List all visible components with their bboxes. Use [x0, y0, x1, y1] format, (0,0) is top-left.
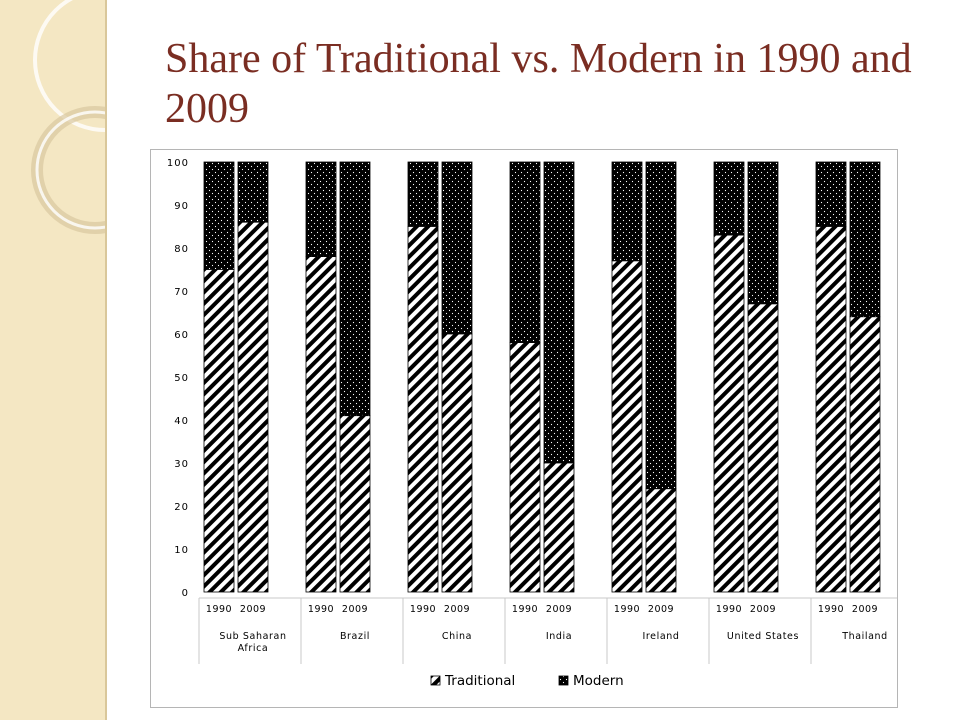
x-category-label: China — [442, 631, 472, 642]
bar-modern — [305, 161, 337, 257]
legend-swatch-traditional — [430, 675, 441, 686]
bar-modern — [203, 161, 235, 270]
x-tick-year: 2009 — [444, 604, 470, 615]
x-category-label: Thailand — [841, 631, 888, 642]
x-category-label: Ireland — [642, 631, 679, 642]
bar-traditional — [849, 316, 881, 593]
bar-modern — [509, 161, 541, 344]
x-tick-year: 1990 — [818, 604, 844, 615]
bar-traditional — [441, 333, 473, 593]
bar-modern — [441, 161, 473, 335]
y-tick-label: 100 — [167, 158, 189, 169]
bar-traditional — [407, 226, 439, 593]
x-tick-year: 2009 — [240, 604, 266, 615]
bar-traditional — [611, 260, 643, 593]
bar-modern — [611, 161, 643, 262]
x-tick-year: 1990 — [614, 604, 640, 615]
bar-modern — [543, 161, 575, 464]
decorative-circles — [31, 0, 105, 234]
x-category-label: United States — [727, 631, 799, 642]
x-tick-year: 1990 — [512, 604, 538, 615]
y-tick-label: 10 — [174, 545, 189, 556]
bar-traditional — [339, 415, 371, 593]
x-tick-year: 2009 — [648, 604, 674, 615]
x-tick-year: 1990 — [206, 604, 232, 615]
x-tick-year: 2009 — [546, 604, 572, 615]
y-tick-label: 20 — [174, 502, 189, 513]
bar-modern — [645, 161, 677, 490]
x-tick-year: 2009 — [750, 604, 776, 615]
bar-traditional — [543, 462, 575, 593]
stacked-bar-chart: 0 10 20 30 40 50 60 70 80 90 100 1990 2009 Sub Sahar… — [167, 158, 914, 689]
x-tick-year: 1990 — [716, 604, 742, 615]
y-tick-label: 40 — [174, 416, 189, 427]
bar-modern — [849, 161, 881, 318]
chart-container: 0 10 20 30 40 50 60 70 80 90 100 1990 2009 Sub Sahar… — [150, 149, 914, 708]
x-tick-year: 2009 — [852, 604, 878, 615]
x-tick-year: 2009 — [342, 604, 368, 615]
bar-modern — [713, 161, 745, 236]
legend-swatch-modern — [558, 675, 569, 686]
legend-label-traditional: Traditional — [444, 673, 515, 689]
bar-traditional — [203, 269, 235, 593]
bar-traditional — [713, 234, 745, 593]
y-tick-label: 70 — [174, 287, 189, 298]
bar-modern — [407, 161, 439, 227]
bar-modern — [747, 161, 779, 305]
x-category-label: Sub Saharan — [219, 631, 286, 642]
y-tick-label: 90 — [174, 201, 189, 212]
y-tick-label: 50 — [174, 373, 189, 384]
x-category-label: Africa — [238, 643, 269, 654]
bar-traditional — [237, 221, 269, 593]
y-tick-label: 30 — [174, 459, 189, 470]
bar-modern — [339, 161, 371, 417]
bar-modern — [815, 161, 847, 227]
decorative-side-band — [0, 0, 107, 720]
y-tick-label: 80 — [174, 244, 189, 255]
x-tick-year: 1990 — [308, 604, 334, 615]
legend-label-modern: Modern — [573, 673, 624, 689]
y-tick-label: 60 — [174, 330, 189, 341]
bar-modern — [237, 161, 269, 223]
x-category-label: Brazil — [340, 631, 370, 642]
bar-traditional — [509, 342, 541, 593]
bar-traditional — [747, 303, 779, 593]
bar-traditional — [815, 226, 847, 593]
bar-traditional — [645, 488, 677, 593]
bar-traditional — [305, 256, 337, 593]
x-tick-year: 1990 — [410, 604, 436, 615]
x-category-label: India — [546, 631, 572, 642]
y-tick-label: 0 — [182, 588, 189, 599]
page-title: Share of Traditional vs. Modern in 1990 … — [165, 36, 912, 132]
